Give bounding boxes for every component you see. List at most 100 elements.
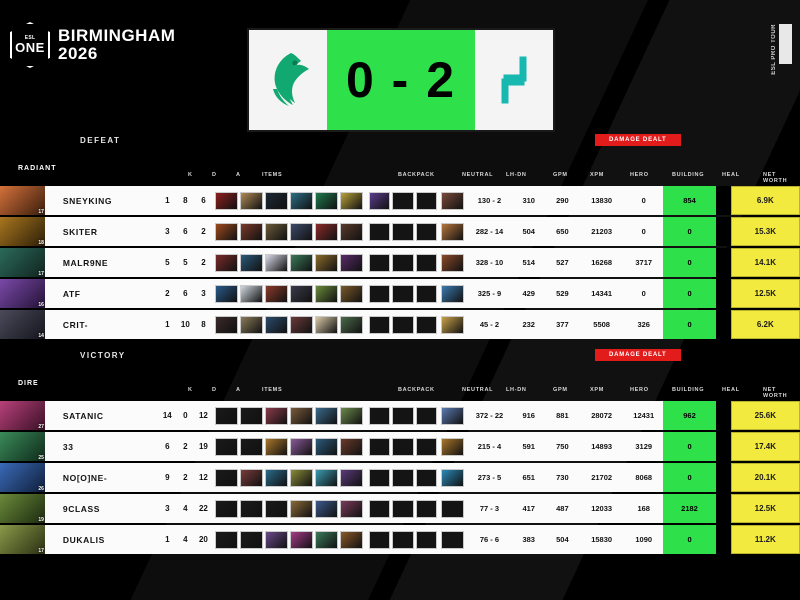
backpack-slot[interactable] [369, 253, 391, 272]
item-slot[interactable] [240, 315, 264, 334]
player-name[interactable]: CRIT- [44, 310, 159, 339]
player-name[interactable]: DUKALIS [44, 525, 159, 554]
player-row[interactable]: 27 SATANIC 14 0 12 372 - 22 916 881 28072 12431 96… [0, 401, 800, 430]
backpack-slot[interactable] [392, 499, 414, 518]
hero-portrait[interactable]: 18 [0, 217, 45, 246]
backpack-slot[interactable] [392, 406, 414, 425]
neutral-item-slot[interactable] [440, 253, 464, 272]
hero-portrait[interactable]: 27 [0, 401, 45, 430]
item-slot[interactable] [315, 222, 339, 241]
player-name[interactable]: SATANIC [44, 401, 159, 430]
item-slot[interactable] [290, 499, 314, 518]
neutral-item-slot[interactable] [440, 499, 464, 518]
neutral-item-slot[interactable] [440, 468, 464, 487]
neutral-item-slot[interactable] [440, 530, 464, 549]
item-slot[interactable] [340, 499, 364, 518]
item-slot[interactable] [240, 253, 264, 272]
backpack-slot[interactable] [415, 191, 438, 210]
item-slot[interactable] [240, 191, 264, 210]
item-slot[interactable] [215, 315, 239, 334]
hero-portrait[interactable]: 17 [0, 186, 45, 215]
item-slot[interactable] [215, 499, 239, 518]
item-slot[interactable] [240, 530, 264, 549]
backpack-slot[interactable] [369, 530, 391, 549]
item-slot[interactable] [315, 253, 339, 272]
player-name[interactable]: 33 [44, 432, 159, 461]
backpack-slot[interactable] [392, 437, 414, 456]
item-slot[interactable] [215, 253, 239, 272]
backpack-slot[interactable] [392, 284, 414, 303]
hero-portrait[interactable]: 25 [0, 432, 45, 461]
neutral-item-slot[interactable] [440, 437, 464, 456]
item-slot[interactable] [265, 530, 289, 549]
player-row[interactable]: 14 CRIT- 1 10 8 45 - 2 232 377 5508 326 0 6.2K [0, 310, 800, 339]
item-slot[interactable] [290, 406, 314, 425]
hero-portrait[interactable]: 26 [0, 463, 45, 492]
damage-dealt-badge[interactable]: DAMAGE DEALT [595, 349, 681, 361]
item-slot[interactable] [290, 468, 314, 487]
backpack-slot[interactable] [369, 468, 391, 487]
item-slot[interactable] [240, 499, 264, 518]
item-slot[interactable] [290, 253, 314, 272]
item-slot[interactable] [315, 437, 339, 456]
backpack-slot[interactable] [369, 222, 391, 241]
hero-portrait[interactable]: 17 [0, 248, 45, 277]
backpack-slot[interactable] [369, 284, 391, 303]
backpack-slot[interactable] [392, 315, 414, 334]
backpack-slot[interactable] [369, 437, 391, 456]
item-slot[interactable] [215, 222, 239, 241]
item-slot[interactable] [340, 191, 364, 210]
backpack-slot[interactable] [415, 284, 438, 303]
backpack-slot[interactable] [415, 437, 438, 456]
backpack-slot[interactable] [415, 253, 438, 272]
player-row[interactable]: 25 33 6 2 19 215 - 4 591 750 14893 3129 0 17.4K [0, 432, 800, 461]
item-slot[interactable] [315, 406, 339, 425]
backpack-slot[interactable] [415, 530, 438, 549]
item-slot[interactable] [340, 284, 364, 303]
item-slot[interactable] [315, 315, 339, 334]
backpack-slot[interactable] [369, 499, 391, 518]
player-name[interactable]: 9CLASS [44, 494, 159, 523]
item-slot[interactable] [315, 191, 339, 210]
player-name[interactable]: SKITER [44, 217, 159, 246]
hero-portrait[interactable]: 17 [0, 525, 45, 554]
item-slot[interactable] [240, 468, 264, 487]
item-slot[interactable] [290, 191, 314, 210]
backpack-slot[interactable] [415, 315, 438, 334]
item-slot[interactable] [215, 437, 239, 456]
item-slot[interactable] [265, 468, 289, 487]
item-slot[interactable] [215, 468, 239, 487]
item-slot[interactable] [290, 315, 314, 334]
player-name[interactable]: MALR9NE [44, 248, 159, 277]
item-slot[interactable] [290, 530, 314, 549]
player-name[interactable]: NO[O]NE- [44, 463, 159, 492]
item-slot[interactable] [290, 222, 314, 241]
hero-portrait[interactable]: 19 [0, 494, 45, 523]
item-slot[interactable] [340, 315, 364, 334]
item-slot[interactable] [340, 437, 364, 456]
item-slot[interactable] [240, 406, 264, 425]
neutral-item-slot[interactable] [440, 315, 464, 334]
item-slot[interactable] [315, 499, 339, 518]
item-slot[interactable] [340, 468, 364, 487]
damage-dealt-badge[interactable]: DAMAGE DEALT [595, 134, 681, 146]
backpack-slot[interactable] [415, 468, 438, 487]
backpack-slot[interactable] [415, 406, 438, 425]
backpack-slot[interactable] [392, 253, 414, 272]
backpack-slot[interactable] [392, 468, 414, 487]
neutral-item-slot[interactable] [440, 406, 464, 425]
item-slot[interactable] [265, 437, 289, 456]
item-slot[interactable] [265, 499, 289, 518]
item-slot[interactable] [315, 284, 339, 303]
player-row[interactable]: 17 MALR9NE 5 5 2 328 - 10 514 527 16268 3717 0 14.1… [0, 248, 800, 277]
item-slot[interactable] [290, 284, 314, 303]
backpack-slot[interactable] [415, 222, 438, 241]
item-slot[interactable] [265, 315, 289, 334]
item-slot[interactable] [215, 406, 239, 425]
backpack-slot[interactable] [415, 499, 438, 518]
item-slot[interactable] [265, 284, 289, 303]
item-slot[interactable] [240, 437, 264, 456]
neutral-item-slot[interactable] [440, 222, 464, 241]
backpack-slot[interactable] [369, 315, 391, 334]
item-slot[interactable] [240, 284, 264, 303]
